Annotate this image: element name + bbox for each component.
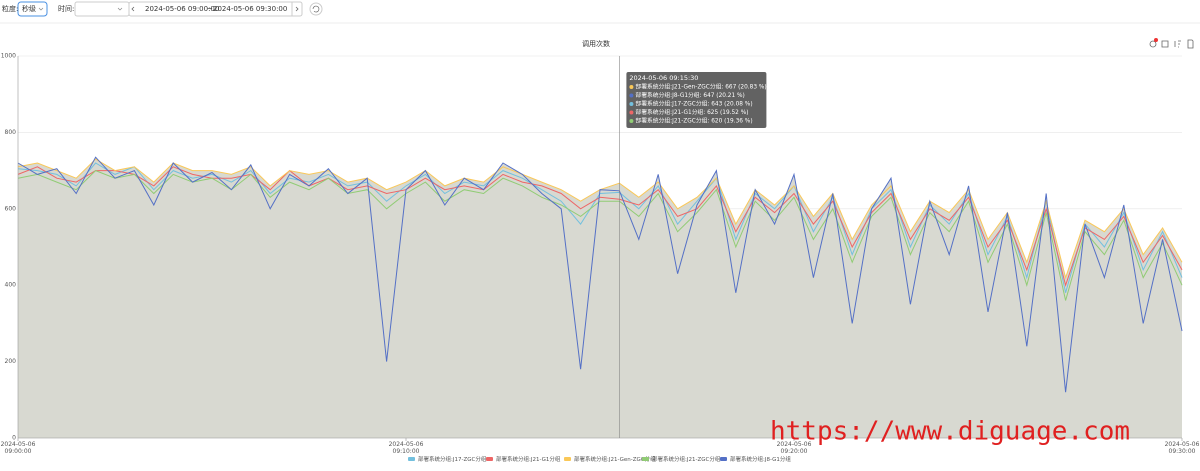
- x-tick-label: 2024-05-06 09:20:00: [777, 441, 812, 455]
- legend-swatch: [486, 457, 493, 461]
- legend-label: 部署系统分组:J21-ZGC分组: [652, 455, 721, 463]
- tooltip-dot: [629, 110, 634, 115]
- range-sep: ~: [207, 5, 213, 13]
- fullscreen-icon[interactable]: [1161, 40, 1169, 48]
- y-tick-label: 0: [12, 435, 16, 442]
- tooltip-box: [626, 72, 767, 128]
- prev-button[interactable]: [131, 6, 135, 12]
- range-picker[interactable]: [128, 1, 303, 17]
- granularity-select[interactable]: [17, 1, 48, 17]
- granularity-label: 粒度:: [2, 4, 18, 13]
- x-tick-label: 2024-05-06 09:10:00: [389, 441, 424, 455]
- tooltip-dot: [629, 85, 634, 89]
- tooltip-row: 部署系统分组:J17-ZGC分组: 643 (20.08 %): [635, 100, 752, 108]
- dropdown-arrow: [117, 7, 123, 11]
- series-line: [17, 156, 1183, 393]
- badge: [1154, 38, 1158, 42]
- legend-swatch: [564, 457, 571, 461]
- tooltip-row: 部署系统分组:J21-Gen-ZGC分组: 667 (20.83 %): [635, 83, 766, 91]
- y-tick-label: 800: [5, 129, 17, 136]
- dropdown-arrow: [38, 7, 44, 11]
- y-tick-label: 200: [5, 358, 17, 365]
- tooltip-title: 2024-05-06 09:15:30: [629, 74, 698, 82]
- legend-label: 部署系统分组:J8-G1分组: [730, 455, 791, 463]
- legend-label: 部署系统分组:J17-ZGC分组: [418, 455, 487, 463]
- watermark: https://www.diguage.com: [770, 417, 1130, 447]
- series-line: [17, 170, 1183, 301]
- legend-label: 部署系统分组:J21-G1分组: [496, 455, 561, 463]
- chart-tools: [1149, 38, 1194, 49]
- y-tick-label: 1000: [1, 53, 16, 60]
- tooltip-row: 部署系统分组:J8-G1分组: 647 (20.21 %): [635, 91, 744, 99]
- tooltip-row: 部署系统分组:J21-ZGC分组: 620 (19.36 %): [635, 117, 752, 125]
- legend-label: 部署系统分组:J21-Gen-ZGC分组: [574, 455, 656, 463]
- zoom-icon[interactable]: [1149, 40, 1157, 48]
- sort-icon[interactable]: [1174, 40, 1181, 48]
- range-end: 2024-05-06 09:30:00: [213, 5, 287, 13]
- x-tick-label: 2024-05-06 09:30:00: [1165, 441, 1200, 455]
- legend-swatch: [642, 457, 649, 461]
- y-tick-label: 600: [5, 205, 17, 212]
- chart-title: 调用次数: [582, 39, 610, 48]
- refresh-icon: [312, 5, 320, 13]
- area: [18, 157, 1182, 438]
- range-start: 2024-05-06 09:00:00: [145, 5, 219, 13]
- x-tick-label: 2024-05-06 09:00:00: [1, 441, 36, 455]
- tooltip-dot: [629, 102, 634, 106]
- granularity-value: 秒级: [22, 4, 36, 13]
- refresh-button[interactable]: [309, 2, 323, 16]
- tooltip-row: 部署系统分组:J21-G1分组: 625 (19.52 %): [635, 108, 748, 116]
- tooltip-dot: [629, 93, 634, 98]
- tooltip-dot: [629, 119, 634, 123]
- legend-swatch: [408, 457, 415, 461]
- next-button[interactable]: [295, 6, 299, 12]
- legend-swatch: [720, 457, 727, 461]
- doc-icon[interactable]: [1187, 39, 1194, 49]
- time-label: 时间:: [58, 4, 74, 13]
- y-tick-label: 400: [5, 282, 17, 289]
